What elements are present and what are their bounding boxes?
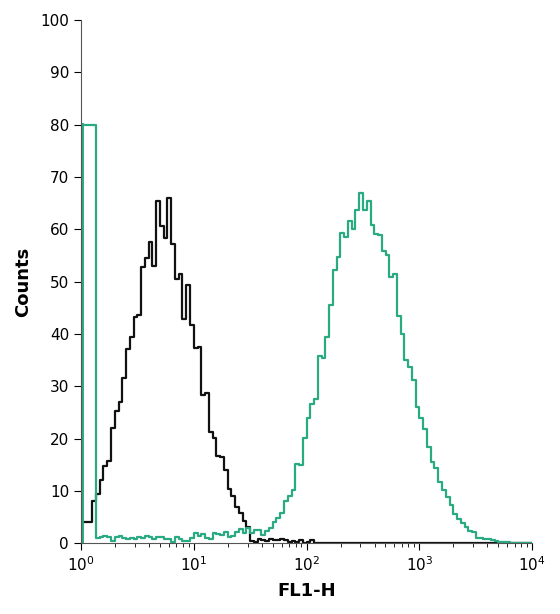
X-axis label: FL1-H: FL1-H <box>277 582 336 600</box>
Y-axis label: Counts: Counts <box>14 246 32 317</box>
